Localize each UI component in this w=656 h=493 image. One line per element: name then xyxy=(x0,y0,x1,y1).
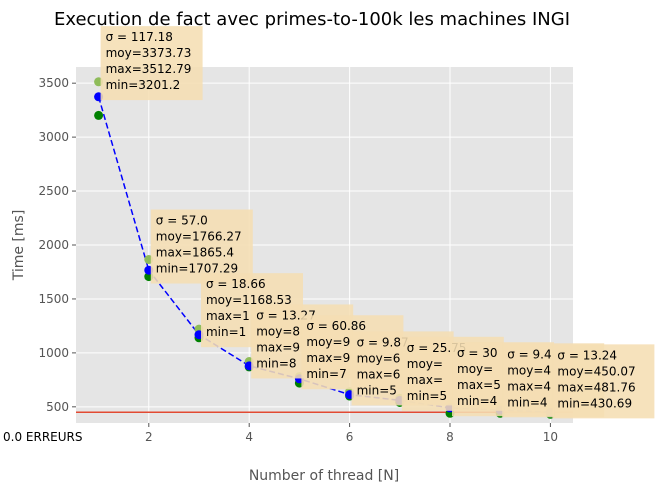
annotations: σ = 117.18 moy=3373.73 max=3512.79 min=3201… xyxy=(100,26,655,419)
annotation-line: σ = 30 xyxy=(457,346,498,360)
annotation-line: σ = 9.4 xyxy=(507,347,551,361)
annotation-line: moy= xyxy=(457,362,493,376)
annotation-line: σ = 117.18 xyxy=(106,30,173,44)
annotation-line: max=6 xyxy=(357,367,401,381)
annotation-line: min=1 xyxy=(206,325,246,339)
annotation-line: moy=450.07 xyxy=(557,364,635,378)
annotation-line: max=3512.79 xyxy=(106,62,192,76)
annotation-line: min=3201.2 xyxy=(106,78,181,92)
annotation-line: σ = 13.24 xyxy=(557,348,617,362)
annotation-box xyxy=(552,344,655,419)
x-tick-label: 10 xyxy=(543,430,558,444)
chart-title: Execution de fact avec primes-to-100k le… xyxy=(54,9,570,30)
annotation-line: moy=4 xyxy=(507,363,551,377)
annotation-line: σ = 9.87 xyxy=(357,335,409,349)
annotation-line: moy=1766.27 xyxy=(156,230,242,244)
annotation-line: max=4 xyxy=(507,379,551,393)
annotation-line: σ = 57.0 xyxy=(156,214,208,228)
annotation-line: max=1865.4 xyxy=(156,246,234,260)
y-tick-label: 3500 xyxy=(38,76,69,90)
annotation-line: σ = 18.66 xyxy=(206,277,266,291)
error-label: 0.0 ERREURS xyxy=(3,430,82,444)
annotation-line: min=430.69 xyxy=(557,396,632,410)
y-tick-label: 2500 xyxy=(38,184,69,198)
annotation-line: moy=1168.53 xyxy=(206,293,292,307)
annotation-line: max=481.76 xyxy=(557,380,635,394)
y-tick-label: 3000 xyxy=(38,130,69,144)
x-tick-label: 4 xyxy=(245,430,253,444)
annotation-line: moy=6 xyxy=(357,351,401,365)
annotation-line: min=7 xyxy=(306,367,346,381)
annotation-box xyxy=(150,209,253,284)
annotation-line: min=4 xyxy=(507,395,547,409)
x-tick-label: 8 xyxy=(446,430,454,444)
annotation-line: σ = 13.27 xyxy=(256,308,316,322)
x-axis-label: Number of thread [N] xyxy=(249,468,399,484)
min-point xyxy=(94,110,104,120)
annotation-line: min=4 xyxy=(457,394,497,408)
annotation-line: max= xyxy=(407,373,443,387)
y-tick-label: 500 xyxy=(46,400,69,414)
annotation-line: σ = 25.75 xyxy=(407,341,467,355)
annotation-line: max=9 xyxy=(306,351,350,365)
annotation-line: moy=3373.73 xyxy=(106,46,192,60)
annotation-line: min=5 xyxy=(357,383,397,397)
annotation-line: min=8 xyxy=(256,356,296,370)
y-axis-ticks: 500 1000 1500 2000 2500 3000 3500 xyxy=(38,76,76,414)
y-tick-label: 2000 xyxy=(38,238,69,252)
annotation-line: moy=8 xyxy=(256,324,300,338)
annotation-line: min=5 xyxy=(407,389,447,403)
x-tick-label: 6 xyxy=(346,430,354,444)
annotation-line: moy= xyxy=(407,357,443,371)
annotation-line: max=1 xyxy=(206,309,250,323)
x-tick-label: 2 xyxy=(145,430,153,444)
annotation-line: σ = 60.86 xyxy=(306,319,366,333)
y-axis-label: Time [ms] xyxy=(11,210,27,282)
annotation-box xyxy=(100,26,203,101)
x-axis-ticks: 2 4 6 8 10 xyxy=(145,423,558,444)
annotation-line: max=9 xyxy=(256,340,300,354)
annotation-line: max=5 xyxy=(457,378,501,392)
y-tick-label: 1500 xyxy=(38,292,69,306)
annotation-line: moy=9 xyxy=(306,335,350,349)
annotation-line: min=1707.29 xyxy=(156,262,238,276)
y-tick-label: 1000 xyxy=(38,346,69,360)
